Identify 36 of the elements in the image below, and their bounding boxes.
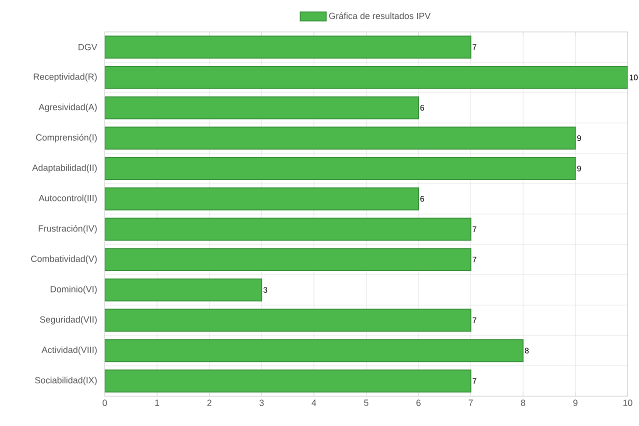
bar xyxy=(104,218,472,241)
y-tick-label: Autocontrol(III) xyxy=(38,194,97,204)
y-tick-label: Receptividad(R) xyxy=(34,73,97,82)
x-tick-label: 6 xyxy=(416,400,421,406)
x-tick-label: 2 xyxy=(207,400,212,406)
x-tick-label: 8 xyxy=(520,400,526,406)
y-tick-label: Dominio(VI) xyxy=(50,286,97,294)
bar xyxy=(104,369,472,392)
x-tick-label: 5 xyxy=(364,400,368,406)
bar xyxy=(104,157,576,180)
bar xyxy=(104,36,472,59)
x-tick-label: 4 xyxy=(312,400,316,406)
x-tick-label: 9 xyxy=(573,400,578,406)
x-tick-label: 1 xyxy=(155,400,160,406)
x-tick-label: 7 xyxy=(468,400,473,406)
y-tick-label: Comprensión(I) xyxy=(36,134,97,142)
bar xyxy=(104,126,576,150)
y-tick-label: DGV xyxy=(78,44,98,50)
y-tick-label: Agresividad(A) xyxy=(38,104,97,112)
y-tick-label: Frustración(IV) xyxy=(38,224,97,234)
x-tick-label: 3 xyxy=(260,400,264,406)
bar xyxy=(104,66,628,89)
bar xyxy=(104,96,420,120)
series-label: Gráfica de resultados IPV xyxy=(329,12,431,20)
bar xyxy=(104,278,262,302)
bar xyxy=(104,187,420,210)
y-tick-label: Sociabilidad(IX) xyxy=(35,376,97,386)
y-tick-label: Adaptabilidad(II) xyxy=(32,164,97,173)
x-tick-label: 0 xyxy=(102,400,107,406)
bar xyxy=(104,308,472,332)
y-tick-label: Actividad(VIII) xyxy=(42,346,97,355)
bar xyxy=(104,248,472,272)
y-tick-label: Seguridad(VII) xyxy=(40,316,97,324)
x-tick-label: 10 xyxy=(623,400,632,406)
y-tick-label: Combatividad(V) xyxy=(31,255,97,264)
bar xyxy=(104,339,524,362)
